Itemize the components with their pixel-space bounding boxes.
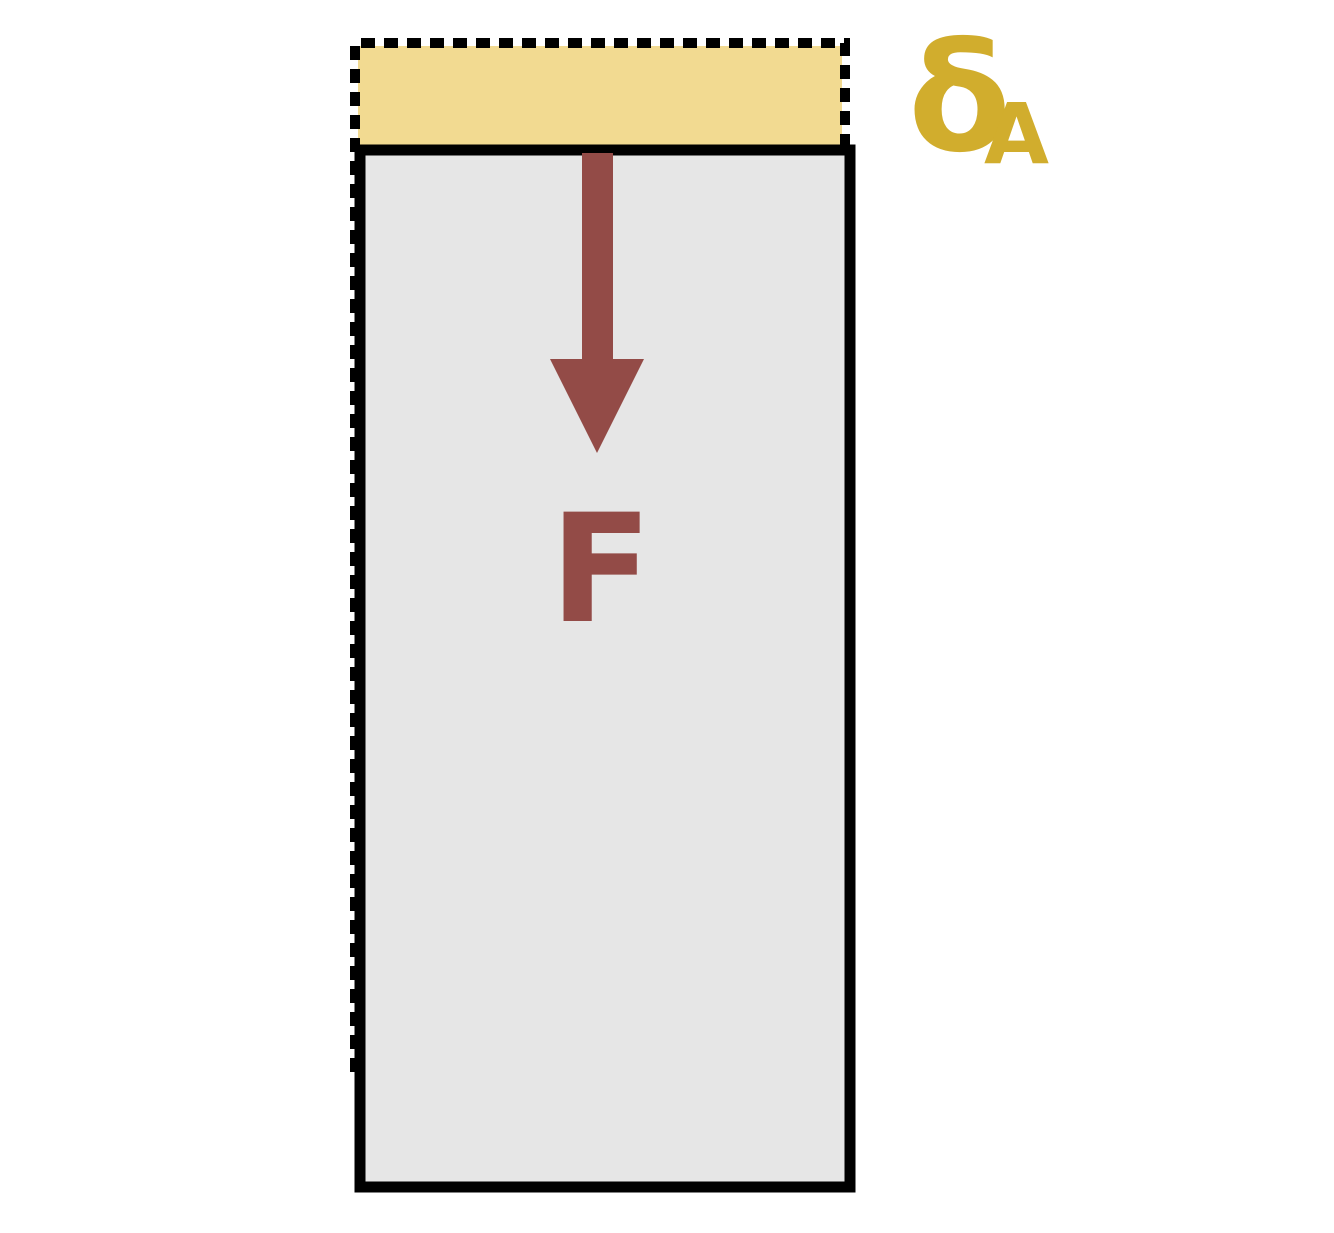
delta-symbol: δ	[908, 12, 1011, 186]
force-arrow	[550, 153, 644, 453]
force-label: F	[550, 483, 652, 657]
displacement-region	[358, 46, 842, 150]
delta-subscript: A	[984, 85, 1049, 183]
force-arrow-head	[550, 359, 644, 453]
force-arrow-shaft	[582, 153, 613, 365]
displacement-label: δ A	[908, 12, 1049, 186]
